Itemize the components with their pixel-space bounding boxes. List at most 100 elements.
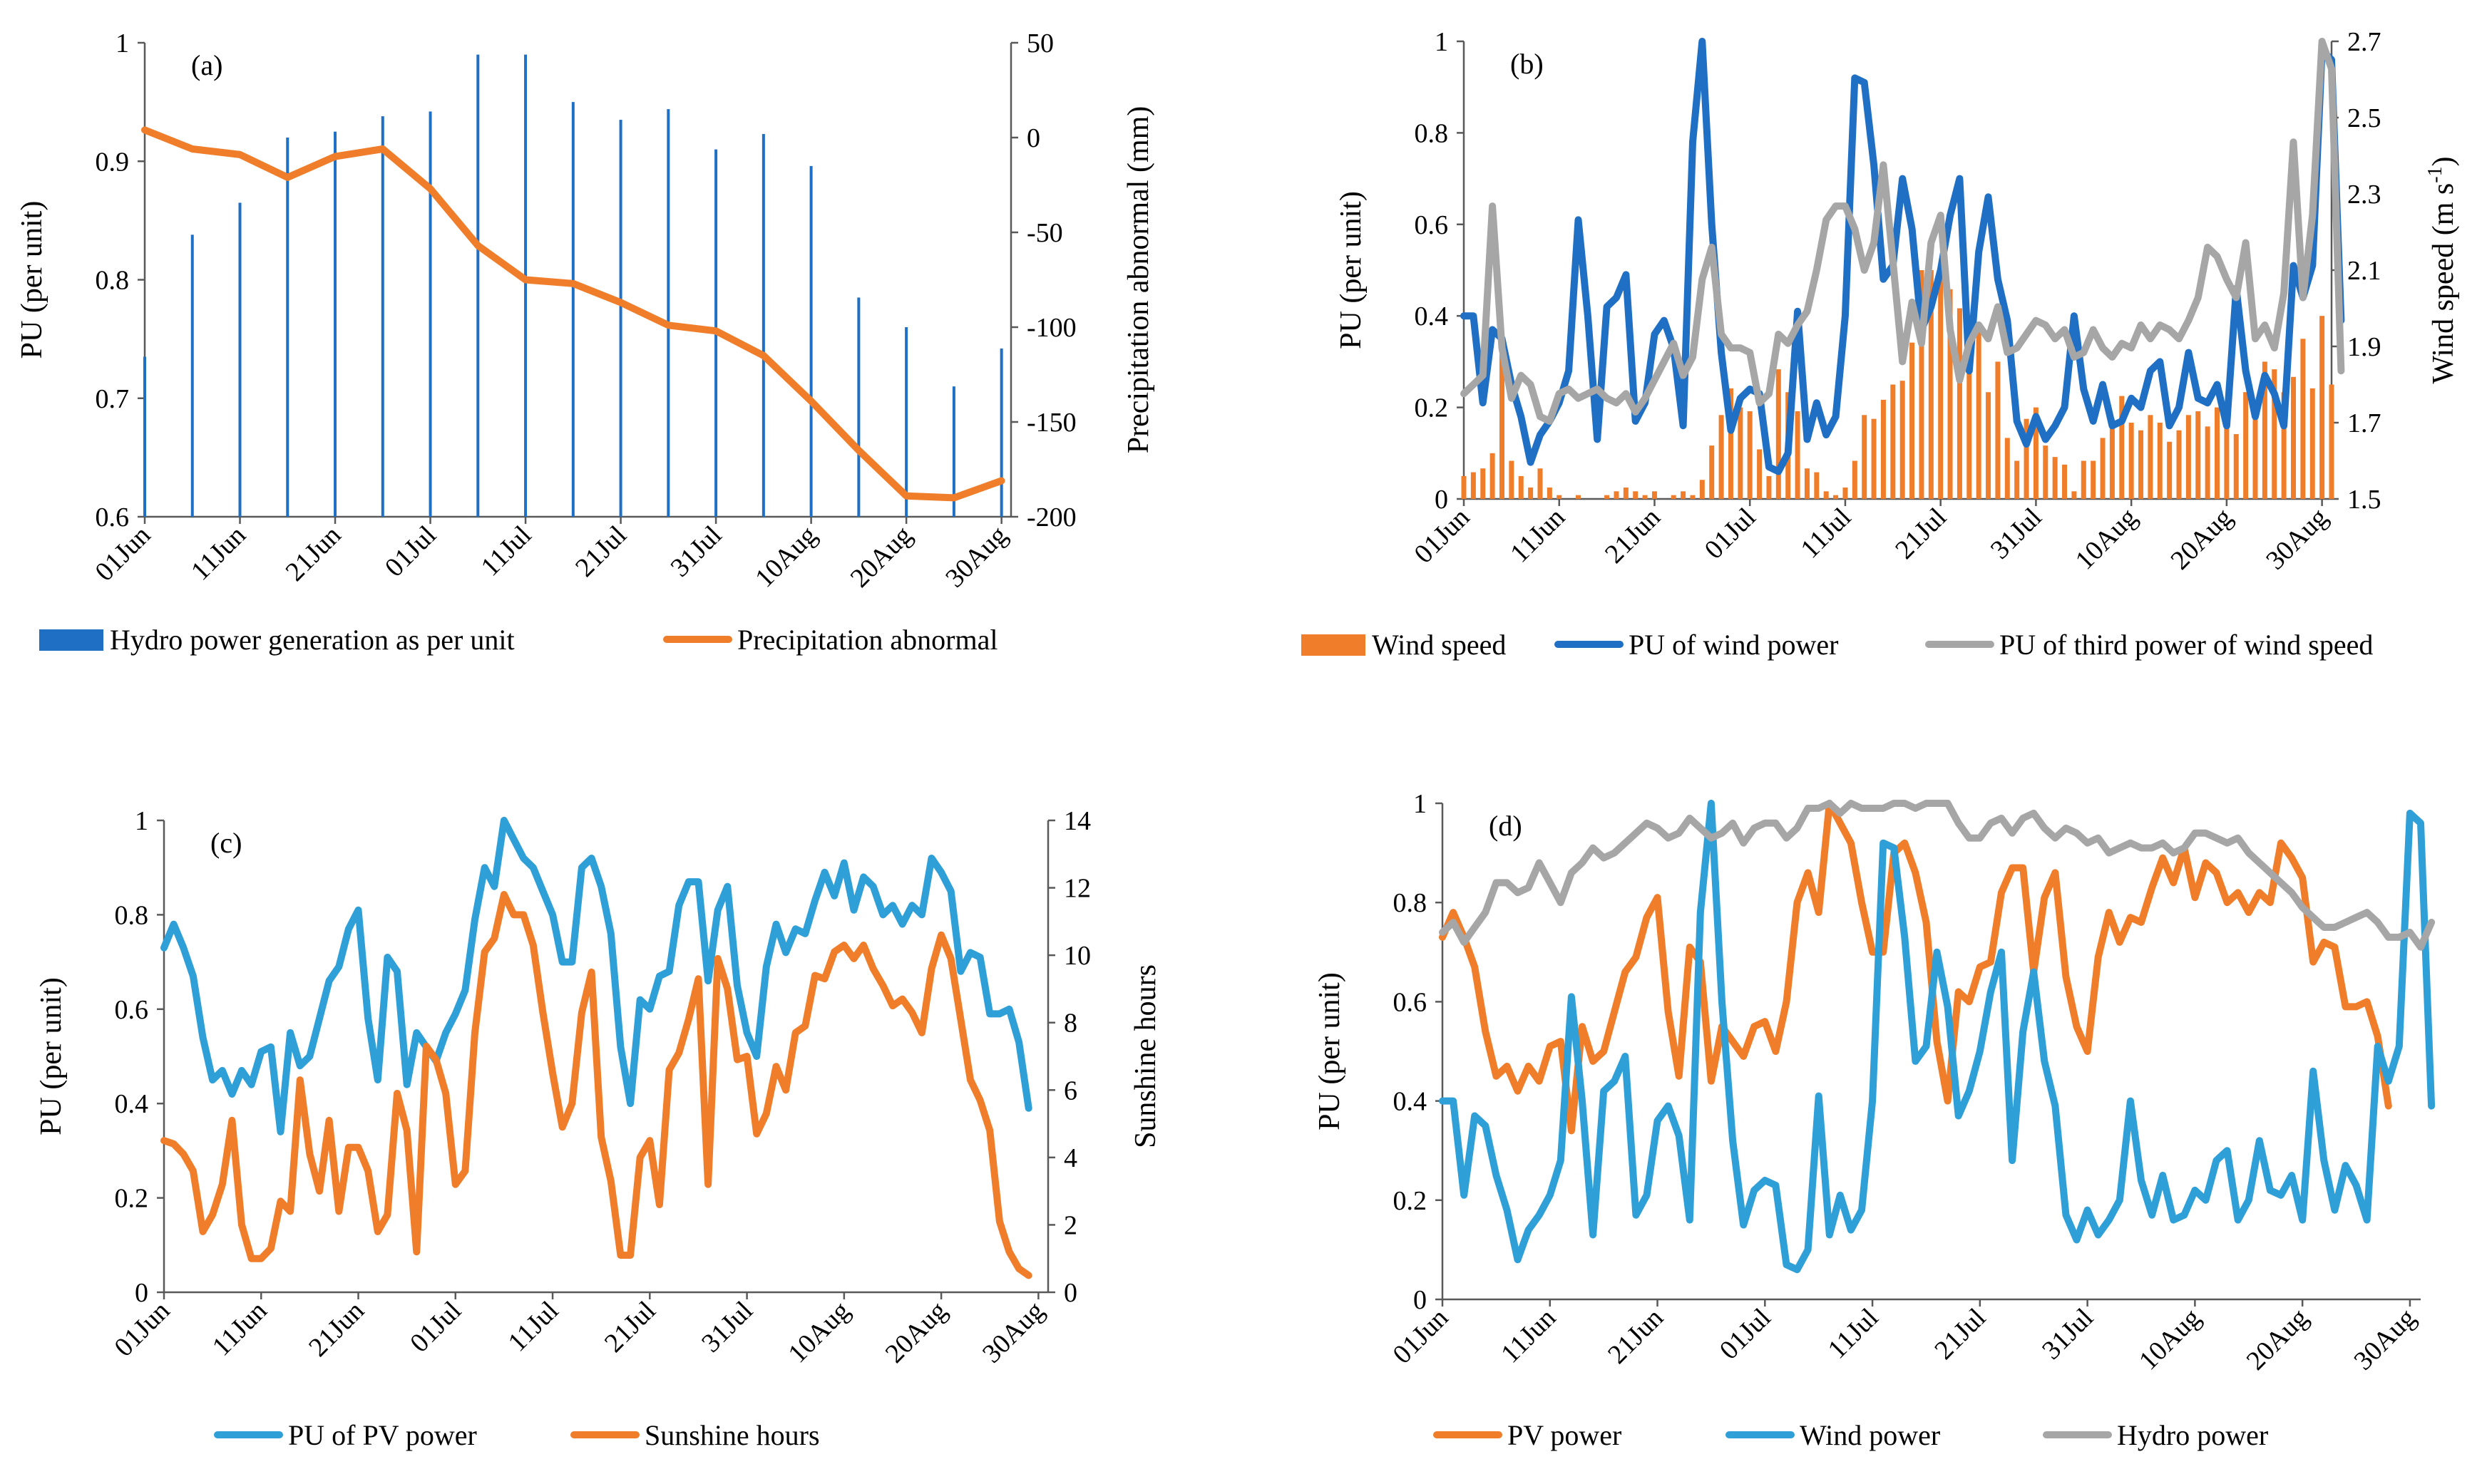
x-tick-label: 01Jul <box>404 1296 467 1359</box>
legend-item: PU of PV power <box>214 1419 477 1451</box>
legend-label: Hydro power generation as per unit <box>110 624 515 656</box>
x-tick-label: 10Aug <box>782 1296 856 1369</box>
bar <box>2252 399 2258 499</box>
x-tick-label: 10Aug <box>2133 1303 2207 1376</box>
bar <box>1880 399 1886 499</box>
series-line <box>141 126 1005 502</box>
y-left-tick-label: 0.8 <box>115 900 149 930</box>
series-hydro-power <box>1439 800 2436 951</box>
bar <box>1709 445 1715 499</box>
series-pu-of-pv-power <box>160 817 1032 1135</box>
x-tick-label: 21Jun <box>1602 1303 1669 1370</box>
x-tick-label: 10Aug <box>2070 503 2143 576</box>
bar <box>905 327 908 517</box>
bar <box>1871 418 1877 499</box>
bar <box>2148 415 2153 499</box>
bar <box>2195 411 2201 499</box>
y-left-tick-label: 0.4 <box>1393 1087 1427 1117</box>
bar <box>1804 468 1810 499</box>
bar <box>1614 491 1619 499</box>
x-tick-label: 30Aug <box>977 1296 1050 1369</box>
bar <box>667 109 670 517</box>
y-left-tick-label: 0.8 <box>96 266 130 296</box>
bar <box>2233 434 2239 499</box>
x-tick-label: 21Jul <box>599 1296 662 1359</box>
series-hydro-power-generation-as-per-unit <box>143 54 1003 517</box>
series-line <box>1439 800 2436 951</box>
bar <box>2062 464 2068 499</box>
panel-c: 0 0.2 0.4 0.6 0.8 1 0 2 4 6 8 10 12 14 01Jun 11Jun 21Jun… <box>0 742 1241 1484</box>
bar <box>2109 418 2115 499</box>
bar <box>286 138 289 517</box>
y-right-tick-label: 2.3 <box>2347 180 2381 210</box>
x-tick-label: 01Jul <box>1714 1303 1777 1366</box>
panel-d: 0 0.2 0.4 0.6 0.8 1 01Jun 11Jun 21Jun 01Jul 11Jul 2… <box>1241 742 2482 1484</box>
y-left-tick-label: 1 <box>1435 27 1448 57</box>
bar <box>2300 339 2306 499</box>
bar <box>2033 407 2039 499</box>
bar <box>1699 480 1705 499</box>
legend-swatch <box>39 629 103 651</box>
y-left-tick-label: 0.2 <box>1393 1186 1427 1216</box>
x-tick-label: 20Aug <box>880 1296 953 1369</box>
bar <box>1766 475 1772 499</box>
bar <box>2167 441 2173 499</box>
series-line <box>1460 38 2345 475</box>
bar <box>1919 270 1924 499</box>
y-left-tick-label: 0.8 <box>1415 118 1449 148</box>
legend-item: PV power <box>1433 1419 1621 1451</box>
bar <box>1499 354 1504 499</box>
bar <box>2100 438 2106 499</box>
y-left-tick-label: 0.6 <box>1393 987 1427 1017</box>
legend-label: Wind speed <box>1372 629 1506 661</box>
y-right-tick-label: -150 <box>1027 408 1077 438</box>
y-left-axis-title: PU (per unit) <box>1313 972 1346 1130</box>
bar <box>2329 384 2334 499</box>
bar <box>2071 491 2077 499</box>
y-right-tick-label: 8 <box>1064 1009 1077 1039</box>
y-right-axis-title: Sunshine hours <box>1129 964 1162 1148</box>
x-tick-label: 21Jun <box>280 520 347 587</box>
bar <box>1738 407 1743 499</box>
bar <box>2281 392 2287 499</box>
bar <box>1909 342 1915 499</box>
legend-item: PU of third power of wind speed <box>1925 629 2373 661</box>
y-left-tick-label: 1 <box>135 806 148 836</box>
series-pu-of-third-power-of-wind-speed <box>1460 38 2345 425</box>
bar <box>1537 468 1543 499</box>
x-tick-label: 10Aug <box>749 520 823 594</box>
bar <box>2043 445 2048 499</box>
y-left-tick-label: 0.6 <box>115 995 149 1025</box>
y-left-tick-label: 0.9 <box>96 147 130 177</box>
bar <box>238 202 242 517</box>
x-tick-label: 21Jun <box>303 1296 370 1363</box>
y-left-axis-title: PU (per unit) <box>1335 191 1368 349</box>
y-left-tick-label: 0 <box>1435 485 1448 515</box>
y-right-tick-label: 6 <box>1064 1076 1077 1106</box>
bar <box>1852 460 1857 499</box>
bar <box>857 297 861 517</box>
bar <box>619 120 622 517</box>
legend-item: Hydro power <box>2043 1419 2268 1451</box>
bar <box>761 134 765 517</box>
bar <box>1976 331 1981 499</box>
bar <box>1890 384 1896 499</box>
bar <box>2262 361 2267 499</box>
legend-label: Precipitation abnormal <box>737 624 998 656</box>
x-tick-label: 21Jul <box>570 520 632 583</box>
y-left-tick-label: 0.4 <box>1415 302 1449 331</box>
bar <box>2024 418 2029 499</box>
bar <box>1842 487 1848 499</box>
y-right-tick-label: 10 <box>1064 941 1091 971</box>
panel-a: 0.6 0.7 0.8 0.9 1 -200 -150 -100 -50 0 50 01Jun 11Ju… <box>0 0 1241 742</box>
series-line <box>1439 800 2392 1135</box>
series-wind-power <box>1439 800 2436 1274</box>
bar <box>1986 392 1991 499</box>
bar <box>1938 270 1944 499</box>
y-right-tick-label: 4 <box>1064 1143 1077 1173</box>
bar <box>1957 308 1962 499</box>
legend-item: Wind speed <box>1301 629 1506 661</box>
bar <box>143 356 146 517</box>
bar <box>1557 495 1562 499</box>
